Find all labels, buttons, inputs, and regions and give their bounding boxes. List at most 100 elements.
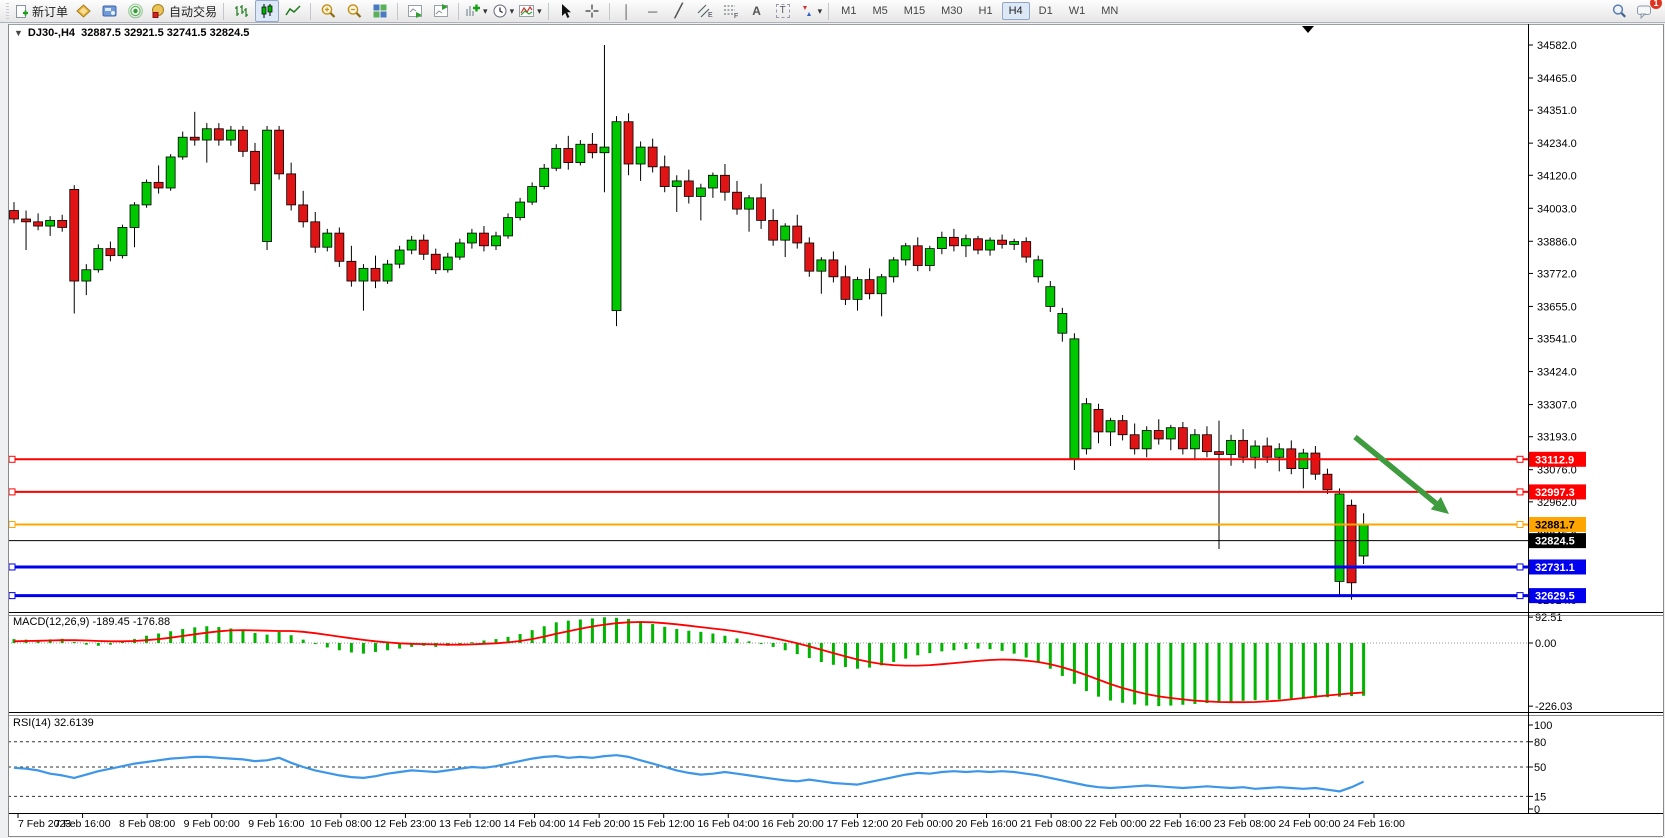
cursor-button[interactable] [554,0,578,22]
market-watch-button[interactable] [71,0,95,22]
fibonacci-button[interactable]: F [719,0,743,22]
macd-histogram-bar [1060,643,1064,676]
price-tick-label: 34003.0 [1537,203,1577,215]
orange-level-line-right-handle[interactable] [1516,520,1524,528]
macd-histogram-bar [1097,643,1100,697]
timeframe-m5[interactable]: M5 [872,5,888,17]
timeframe-m15[interactable]: M15 [903,5,926,17]
timeframe-m30[interactable]: M30 [941,5,963,17]
trend-arrow-head[interactable] [1430,497,1449,514]
support-line-1-left-handle[interactable] [8,563,16,571]
candle-body [551,148,562,169]
timeframe-h1[interactable]: H1 [978,5,993,17]
auto-trading-label: 自动交易 [169,4,218,19]
horizontal-line-button[interactable]: ─ [648,3,658,19]
crosshair-button[interactable] [580,0,604,22]
macd-histogram-bar [651,624,655,643]
candle-body [81,269,92,282]
chart-shift-button[interactable] [429,0,453,22]
macd-histogram-bar [1121,643,1125,703]
bar-chart-button[interactable] [229,0,253,22]
one-click-trading-arrow-icon[interactable]: ▼ [14,28,23,38]
zoom-in-button[interactable] [316,0,340,22]
equidistant-channel-button[interactable]: E [693,0,717,22]
macd-histogram-bar [771,643,775,647]
support-line-2-right-handle[interactable] [1516,592,1524,600]
templates-button[interactable]: ▾ [517,0,543,22]
trend-line-button[interactable]: ╱ [674,3,683,18]
orange-level-line-price-badge-label: 32881.7 [1535,519,1575,531]
candle-body [840,276,851,300]
candle-body [683,180,694,197]
candle-body [1214,451,1224,455]
auto-scroll-icon [407,5,422,18]
time-tick-label: 7 Feb 2023 [18,818,71,830]
timeframe-d1[interactable]: D1 [1038,5,1053,17]
macd-indicator-label: MACD(12,26,9) -189.45 -176.88 [13,616,171,628]
resistance-line-2-right-handle[interactable] [1516,488,1524,496]
zoom-in-icon [321,4,335,18]
trend-arrow-annotation[interactable] [1353,434,1438,506]
candle-body [225,129,236,141]
price-tick-label: 34465.0 [1537,73,1577,85]
support-line-1-right-handle[interactable] [1516,563,1524,571]
accounts-button[interactable] [97,0,121,22]
chart-shift-marker[interactable] [1302,26,1314,33]
indicators-button[interactable]: ▾ [464,0,489,22]
time-tick-label: 16 Feb 04:00 [697,818,759,830]
resistance-line-1-right-handle[interactable] [1516,455,1524,463]
candle-body [45,220,56,227]
rsi-tick-label: 80 [1534,737,1546,749]
timeframe-m1[interactable]: M1 [841,5,857,17]
macd-histogram-bar [1350,643,1354,697]
auto-scroll-button[interactable] [403,0,427,22]
macd-histogram-bar [1000,643,1004,651]
time-tick-label: 13 Feb 12:00 [439,818,501,830]
indicators-icon [466,4,481,16]
macd-histogram-bar [374,643,377,652]
auto-trading-icon [152,4,165,18]
candle-body [708,174,718,189]
macd-histogram-bar [1313,643,1317,698]
timeframe-h4[interactable]: H4 [1001,2,1030,20]
timeframe-mn[interactable]: MN [1101,5,1119,17]
timeframe-w1[interactable]: W1 [1068,5,1086,17]
orange-level-line-left-handle[interactable] [8,520,16,528]
new-order-button[interactable]: 新订单 [13,0,69,22]
macd-histogram-bar [530,630,534,643]
time-tick-label: 9 Feb 16:00 [248,818,304,830]
candlestick-chart-button[interactable] [255,0,280,22]
resistance-line-1-left-handle[interactable] [8,455,16,463]
macd-histogram-bar [542,626,546,643]
auto-trading-button[interactable]: 自动交易 [149,0,218,22]
candle-body [527,186,538,203]
price-tick-label: 34351.0 [1537,105,1577,117]
arrows-button[interactable]: ▾ [797,0,824,22]
dropdown-caret-icon: ▾ [537,5,542,16]
text-button[interactable]: A [752,4,761,18]
search-button[interactable] [1607,0,1631,22]
signals-button[interactable] [123,0,147,22]
zoom-out-button[interactable] [342,0,366,22]
text-label-button[interactable]: T [771,0,795,22]
tile-windows-button[interactable] [368,0,392,22]
rsi-tick-label: 0 [1534,804,1540,816]
time-tick-label: 24 Feb 16:00 [1343,818,1405,830]
line-chart-button[interactable] [281,0,305,22]
macd-histogram-bar [627,618,631,643]
chat-button[interactable]: 1 [1633,0,1662,22]
price-tick-label: 33193.0 [1537,432,1577,444]
periods-button[interactable]: ▾ [491,0,516,22]
macd-histogram-bar [289,635,293,643]
candle-body [1334,493,1345,582]
macd-histogram-bar [843,643,847,668]
vertical-line-button[interactable]: │ [622,3,631,19]
candle-body [442,256,453,271]
price-tick-label: 34582.0 [1537,40,1577,52]
candle-body [274,129,285,175]
candle-body [503,217,513,237]
support-line-2-left-handle[interactable] [8,592,16,600]
candle-body [382,263,393,282]
resistance-line-2-left-handle[interactable] [8,488,16,496]
